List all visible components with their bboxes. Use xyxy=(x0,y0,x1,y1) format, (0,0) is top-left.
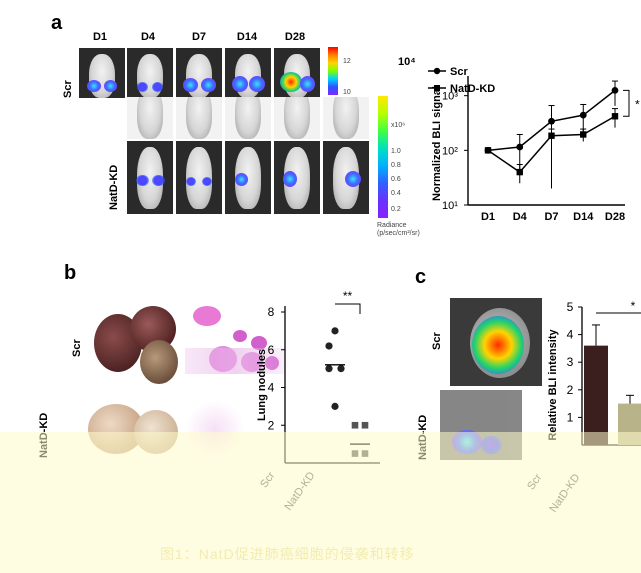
mouse-image-scr-d28 xyxy=(274,48,320,98)
data-point xyxy=(548,132,555,139)
data-point xyxy=(548,117,555,125)
y-axis-label: Lung nodules xyxy=(256,349,268,421)
mouse-image-row2-d4 xyxy=(127,97,173,139)
data-point xyxy=(337,365,345,373)
y-tick-label: 4 xyxy=(567,328,574,342)
bli-line-chart: 10¹ 10² 10³ D1 D4 D7 D14 D28 Normalized BLI sign… xyxy=(428,66,640,223)
color-scale-tick: 0.4 xyxy=(391,190,401,197)
data-point xyxy=(516,143,524,151)
mouse-image-row2-extra xyxy=(323,97,369,139)
panel-c-row-label-scr: Scr xyxy=(431,332,443,350)
y-tick-label: 4 xyxy=(268,381,275,395)
data-point xyxy=(351,421,359,429)
mouse-image-kd-d4 xyxy=(176,141,222,214)
color-scale-tick: 0.8 xyxy=(391,162,401,169)
legend-marker xyxy=(434,85,440,91)
x-tick-label: D14 xyxy=(573,211,594,223)
mouse-image-row2-d28 xyxy=(274,97,320,139)
data-point xyxy=(325,342,333,350)
y-axis-label: Relative BLI intensity xyxy=(547,328,559,440)
mouse-image-kd-d1 xyxy=(127,141,173,214)
significance-marker: * xyxy=(631,299,636,313)
panel-b-letter: b xyxy=(64,262,77,284)
y-tick-label: 3 xyxy=(567,355,574,369)
mouse-image-row2-d7 xyxy=(176,97,222,139)
lung-photo-scr xyxy=(90,296,182,388)
color-scale-tick: 0.6 xyxy=(391,176,401,183)
color-scale-tick: 0.2 xyxy=(391,206,401,213)
color-scale-ticks: 0.2 0.4 0.6 0.8 1.0 xyxy=(391,96,411,218)
data-point xyxy=(580,131,587,138)
y-tick-label: 2 xyxy=(567,383,574,397)
legend-label: Scr xyxy=(450,66,468,78)
caption-band xyxy=(0,432,641,573)
mouse-image-scr-d4 xyxy=(127,48,173,98)
y-tick-label: 10² xyxy=(442,145,458,157)
y-tick-label: 10¹ xyxy=(442,200,458,212)
bli-top-label: 10⁴ xyxy=(398,56,416,68)
mouse-image-scr-d14 xyxy=(225,48,271,98)
y-tick-label: 6 xyxy=(268,343,275,357)
row-label-scr: Scr xyxy=(62,80,74,98)
significance-bracket xyxy=(623,89,630,117)
color-scale-unit: (p/sec/cm²/sr) xyxy=(377,230,420,237)
lung-bli-image-scr xyxy=(450,298,542,386)
figure-caption: 图1：NatD促进肺癌细胞的侵袭和转移 xyxy=(160,546,415,562)
histology-scr xyxy=(185,300,285,390)
color-scale-multiplier: x10⁶ xyxy=(391,122,406,129)
x-tick-label: D1 xyxy=(481,211,495,223)
y-tick-label: 5 xyxy=(567,300,574,314)
x-tick-label: D28 xyxy=(605,211,625,223)
y-tick-label: 8 xyxy=(268,305,275,319)
day-label-d1: D1 xyxy=(92,31,108,43)
legend-marker xyxy=(433,67,441,75)
data-point xyxy=(516,168,523,176)
legend-label: NatD-KD xyxy=(450,83,495,95)
day-label-d14: D14 xyxy=(236,31,258,43)
data-point xyxy=(611,86,619,94)
row-label-natd-kd: NatD-KD xyxy=(108,164,120,210)
x-tick-label: D7 xyxy=(544,211,558,223)
mouse-image-row2-d14 xyxy=(225,97,271,139)
x-tick-label: D4 xyxy=(513,211,528,223)
significance-marker: * xyxy=(635,97,640,111)
color-scale-title: Radiance xyxy=(377,222,407,229)
y-tick-label: 10³ xyxy=(442,91,458,103)
mouse-image-scr-d1 xyxy=(79,48,125,98)
panel-c-letter: c xyxy=(415,266,427,288)
data-point xyxy=(325,365,333,373)
panel-b-row-label-scr: Scr xyxy=(71,339,83,357)
data-point xyxy=(579,111,587,119)
y-tick-label: 2 xyxy=(268,418,275,432)
color-scale-tick: 1.0 xyxy=(391,148,401,155)
y-axis-label: Normalized BLI signal xyxy=(431,86,443,201)
mouse-image-kd-d28 xyxy=(323,141,369,214)
color-scale-top-tick-12: 12 xyxy=(343,58,351,65)
data-point xyxy=(331,402,339,410)
radiance-color-scale xyxy=(378,96,388,218)
y-tick-label: 1 xyxy=(567,410,574,424)
data-point xyxy=(361,421,369,429)
significance-marker: ** xyxy=(343,290,353,303)
day-label-d28: D28 xyxy=(284,31,306,43)
bar xyxy=(584,345,608,445)
panel-a-letter: a xyxy=(51,12,63,34)
mouse-image-kd-d14 xyxy=(274,141,320,214)
mouse-image-kd-d7 xyxy=(225,141,271,214)
data-point xyxy=(611,113,619,120)
mouse-image-scr-d7 xyxy=(176,48,222,98)
data-point xyxy=(484,147,492,154)
day-label-d4: D4 xyxy=(140,31,156,43)
radiance-color-scale-top xyxy=(328,47,338,95)
data-point xyxy=(331,327,339,335)
significance-bracket xyxy=(335,303,361,314)
color-scale-top-tick-10: 10 xyxy=(343,89,351,96)
day-label-d7: D7 xyxy=(191,31,207,43)
